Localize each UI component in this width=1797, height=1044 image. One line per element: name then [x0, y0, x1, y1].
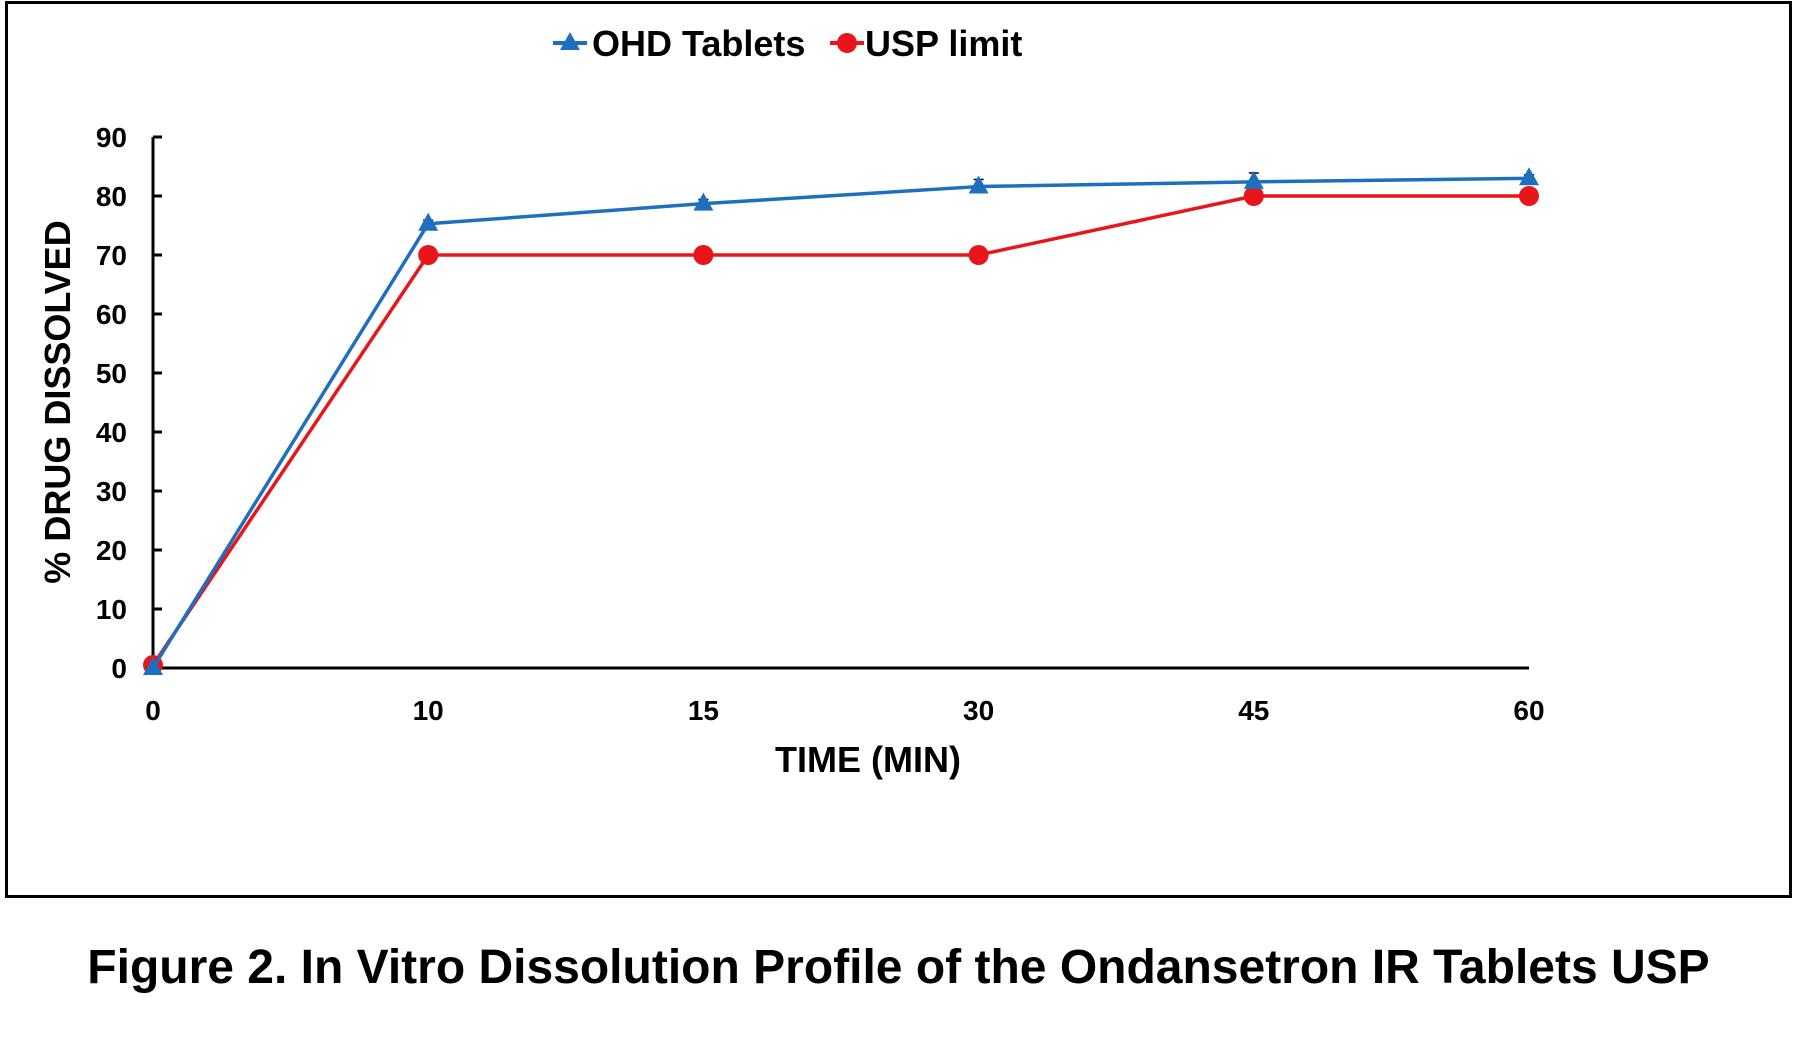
- y-tick-label: 20: [96, 535, 127, 566]
- y-tick-label: 90: [96, 122, 127, 153]
- data-point-triangle: [693, 192, 714, 211]
- x-tick-label: 45: [1238, 695, 1269, 726]
- figure-caption: Figure 2. In Vitro Dissolution Profile o…: [87, 941, 1710, 994]
- x-tick-label: 30: [963, 695, 994, 726]
- axes: [151, 135, 1529, 670]
- data-point-triangle: [1519, 167, 1539, 186]
- data-point-triangle: [418, 212, 439, 231]
- y-tick-label: 50: [96, 358, 127, 389]
- y-axis-title: % DRUG DISSOLVED: [37, 220, 78, 583]
- data-point-circle: [968, 245, 989, 265]
- y-tick-label: 60: [96, 299, 127, 330]
- legend-label: USP limit: [865, 23, 1022, 64]
- y-tick-label: 40: [96, 417, 127, 448]
- data-point-circle: [837, 33, 857, 53]
- x-tick-label: 10: [413, 695, 444, 726]
- y-tick-label: 70: [96, 240, 127, 271]
- data-point-circle: [693, 245, 714, 265]
- data-point-circle: [418, 245, 439, 265]
- data-point-circle: [1243, 186, 1264, 206]
- series-line: [151, 194, 1529, 667]
- y-tick-label: 0: [111, 653, 127, 684]
- legend: OHD Tablets USP limit: [553, 23, 1022, 64]
- legend-label: OHD Tablets: [592, 23, 805, 64]
- x-axis-title: TIME (MIN): [775, 739, 961, 780]
- series-usp-limit: [143, 186, 1539, 676]
- data-point-triangle: [1243, 170, 1264, 189]
- series-layer: [143, 167, 1539, 676]
- chart-frame: OHD Tablets USP limit 0 10 20 30 40 50 60 70 80 90…: [5, 1, 1792, 898]
- x-tick-label: 0: [145, 695, 161, 726]
- data-point-triangle: [968, 175, 989, 194]
- data-point-triangle: [560, 32, 580, 50]
- data-point-triangle: [143, 657, 163, 675]
- y-tick-label: 80: [96, 181, 127, 212]
- legend-item-usp-limit: USP limit: [830, 23, 1022, 64]
- legend-item-ohd-tablets: OHD Tablets: [553, 23, 805, 64]
- data-point-circle: [1519, 186, 1539, 206]
- series-ohd-tablets: [143, 167, 1539, 675]
- y-tick-label: 10: [96, 594, 127, 625]
- y-tick-label: 30: [96, 476, 127, 507]
- x-tick-label: 60: [1513, 695, 1544, 726]
- tick-labels: 0 10 20 30 40 50 60 70 80 90 0 10 15 30 45 60: [96, 122, 1545, 726]
- dissolution-chart: OHD Tablets USP limit 0 10 20 30 40 50 60 70 80 90…: [37, 23, 1545, 780]
- series-line: [151, 176, 1530, 669]
- x-tick-label: 15: [688, 695, 719, 726]
